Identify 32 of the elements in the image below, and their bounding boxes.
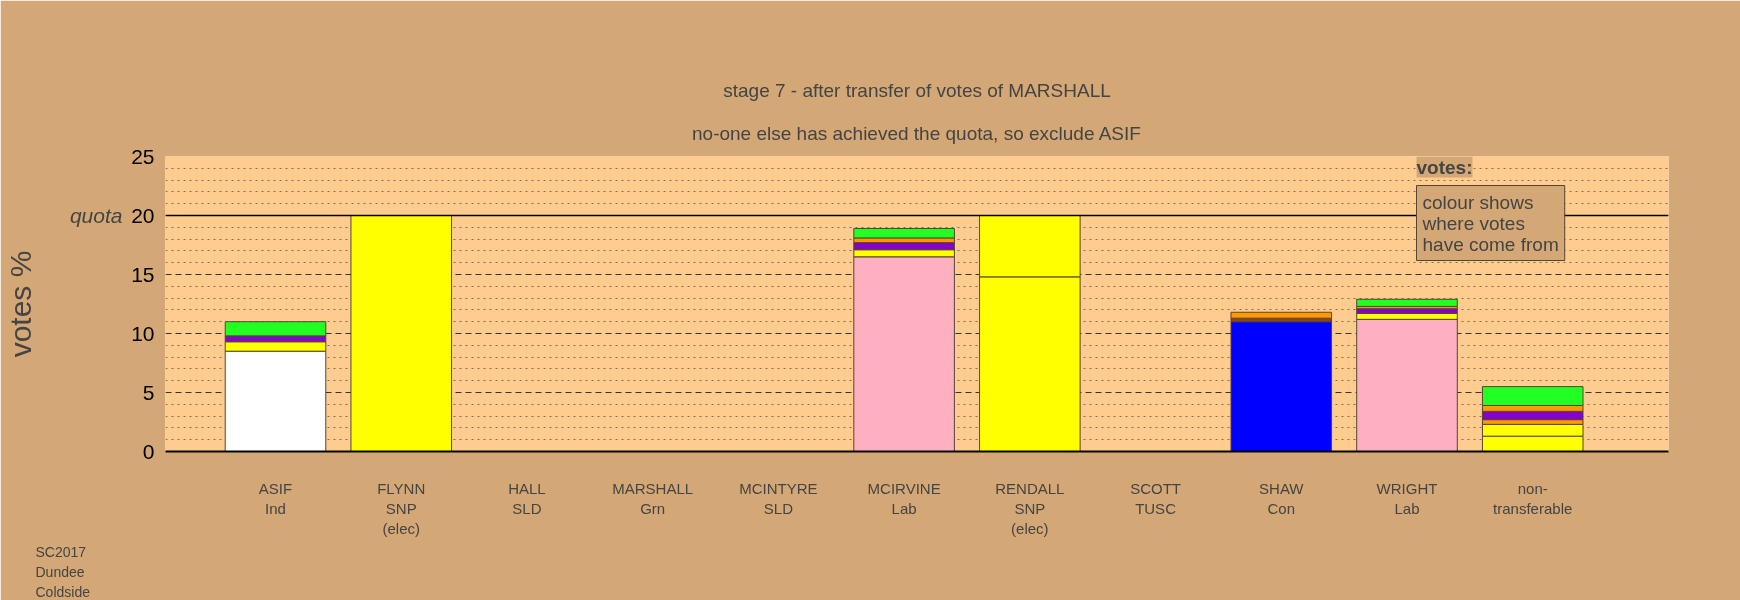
y-tick-label: 10: [131, 321, 155, 345]
y-tick-label: 0: [142, 439, 155, 463]
text: Coldside: [35, 583, 91, 600]
annotation: votes:: [1416, 156, 1473, 178]
ref-line-label: quota: [69, 204, 123, 227]
x-tick-label: SHAW Con: [1259, 479, 1305, 517]
y-tick-label: 15: [131, 262, 155, 286]
bar: [853, 227, 955, 239]
y-tick-label: 5: [142, 380, 155, 404]
text: Dundee: [35, 563, 85, 580]
bar: [1356, 298, 1458, 307]
y-tick-label: 20: [131, 203, 155, 227]
x-tick-label: MCINTYRE SLD: [739, 479, 818, 517]
chart-title: stage 7 - after transfer of votes of MARSHALL: [723, 80, 1111, 101]
x-tick-label: SCOTT TUSC: [1130, 479, 1181, 517]
x-tick-label: WRIGHT Lab: [1376, 479, 1438, 517]
x-tick-label: non- transferable: [1493, 479, 1573, 517]
bar: [1356, 318, 1458, 452]
bar: [350, 215, 453, 452]
x-tick-label: RENDALL SNP (elec): [995, 479, 1065, 538]
x-tick-label: FLYNN SNP (elec): [377, 479, 426, 538]
bar: [1230, 321, 1333, 452]
y-tick-label: 25: [131, 144, 155, 168]
x-tick-label: ASIF Ind: [258, 479, 293, 517]
text: SC2017: [35, 543, 87, 560]
bar: [1230, 311, 1333, 319]
y-axis-title: votes %: [3, 250, 37, 358]
x-tick-label: MARSHALL Grn: [612, 479, 694, 517]
x-tick-label: HALL SLD: [508, 479, 546, 517]
chart-subtitle: no-one else has achieved the quota, so exclude ASIF: [692, 123, 1141, 144]
x-tick-label: MCIRVINE Lab: [867, 479, 941, 517]
annotation: colour shows where votes have come from: [1421, 191, 1559, 255]
